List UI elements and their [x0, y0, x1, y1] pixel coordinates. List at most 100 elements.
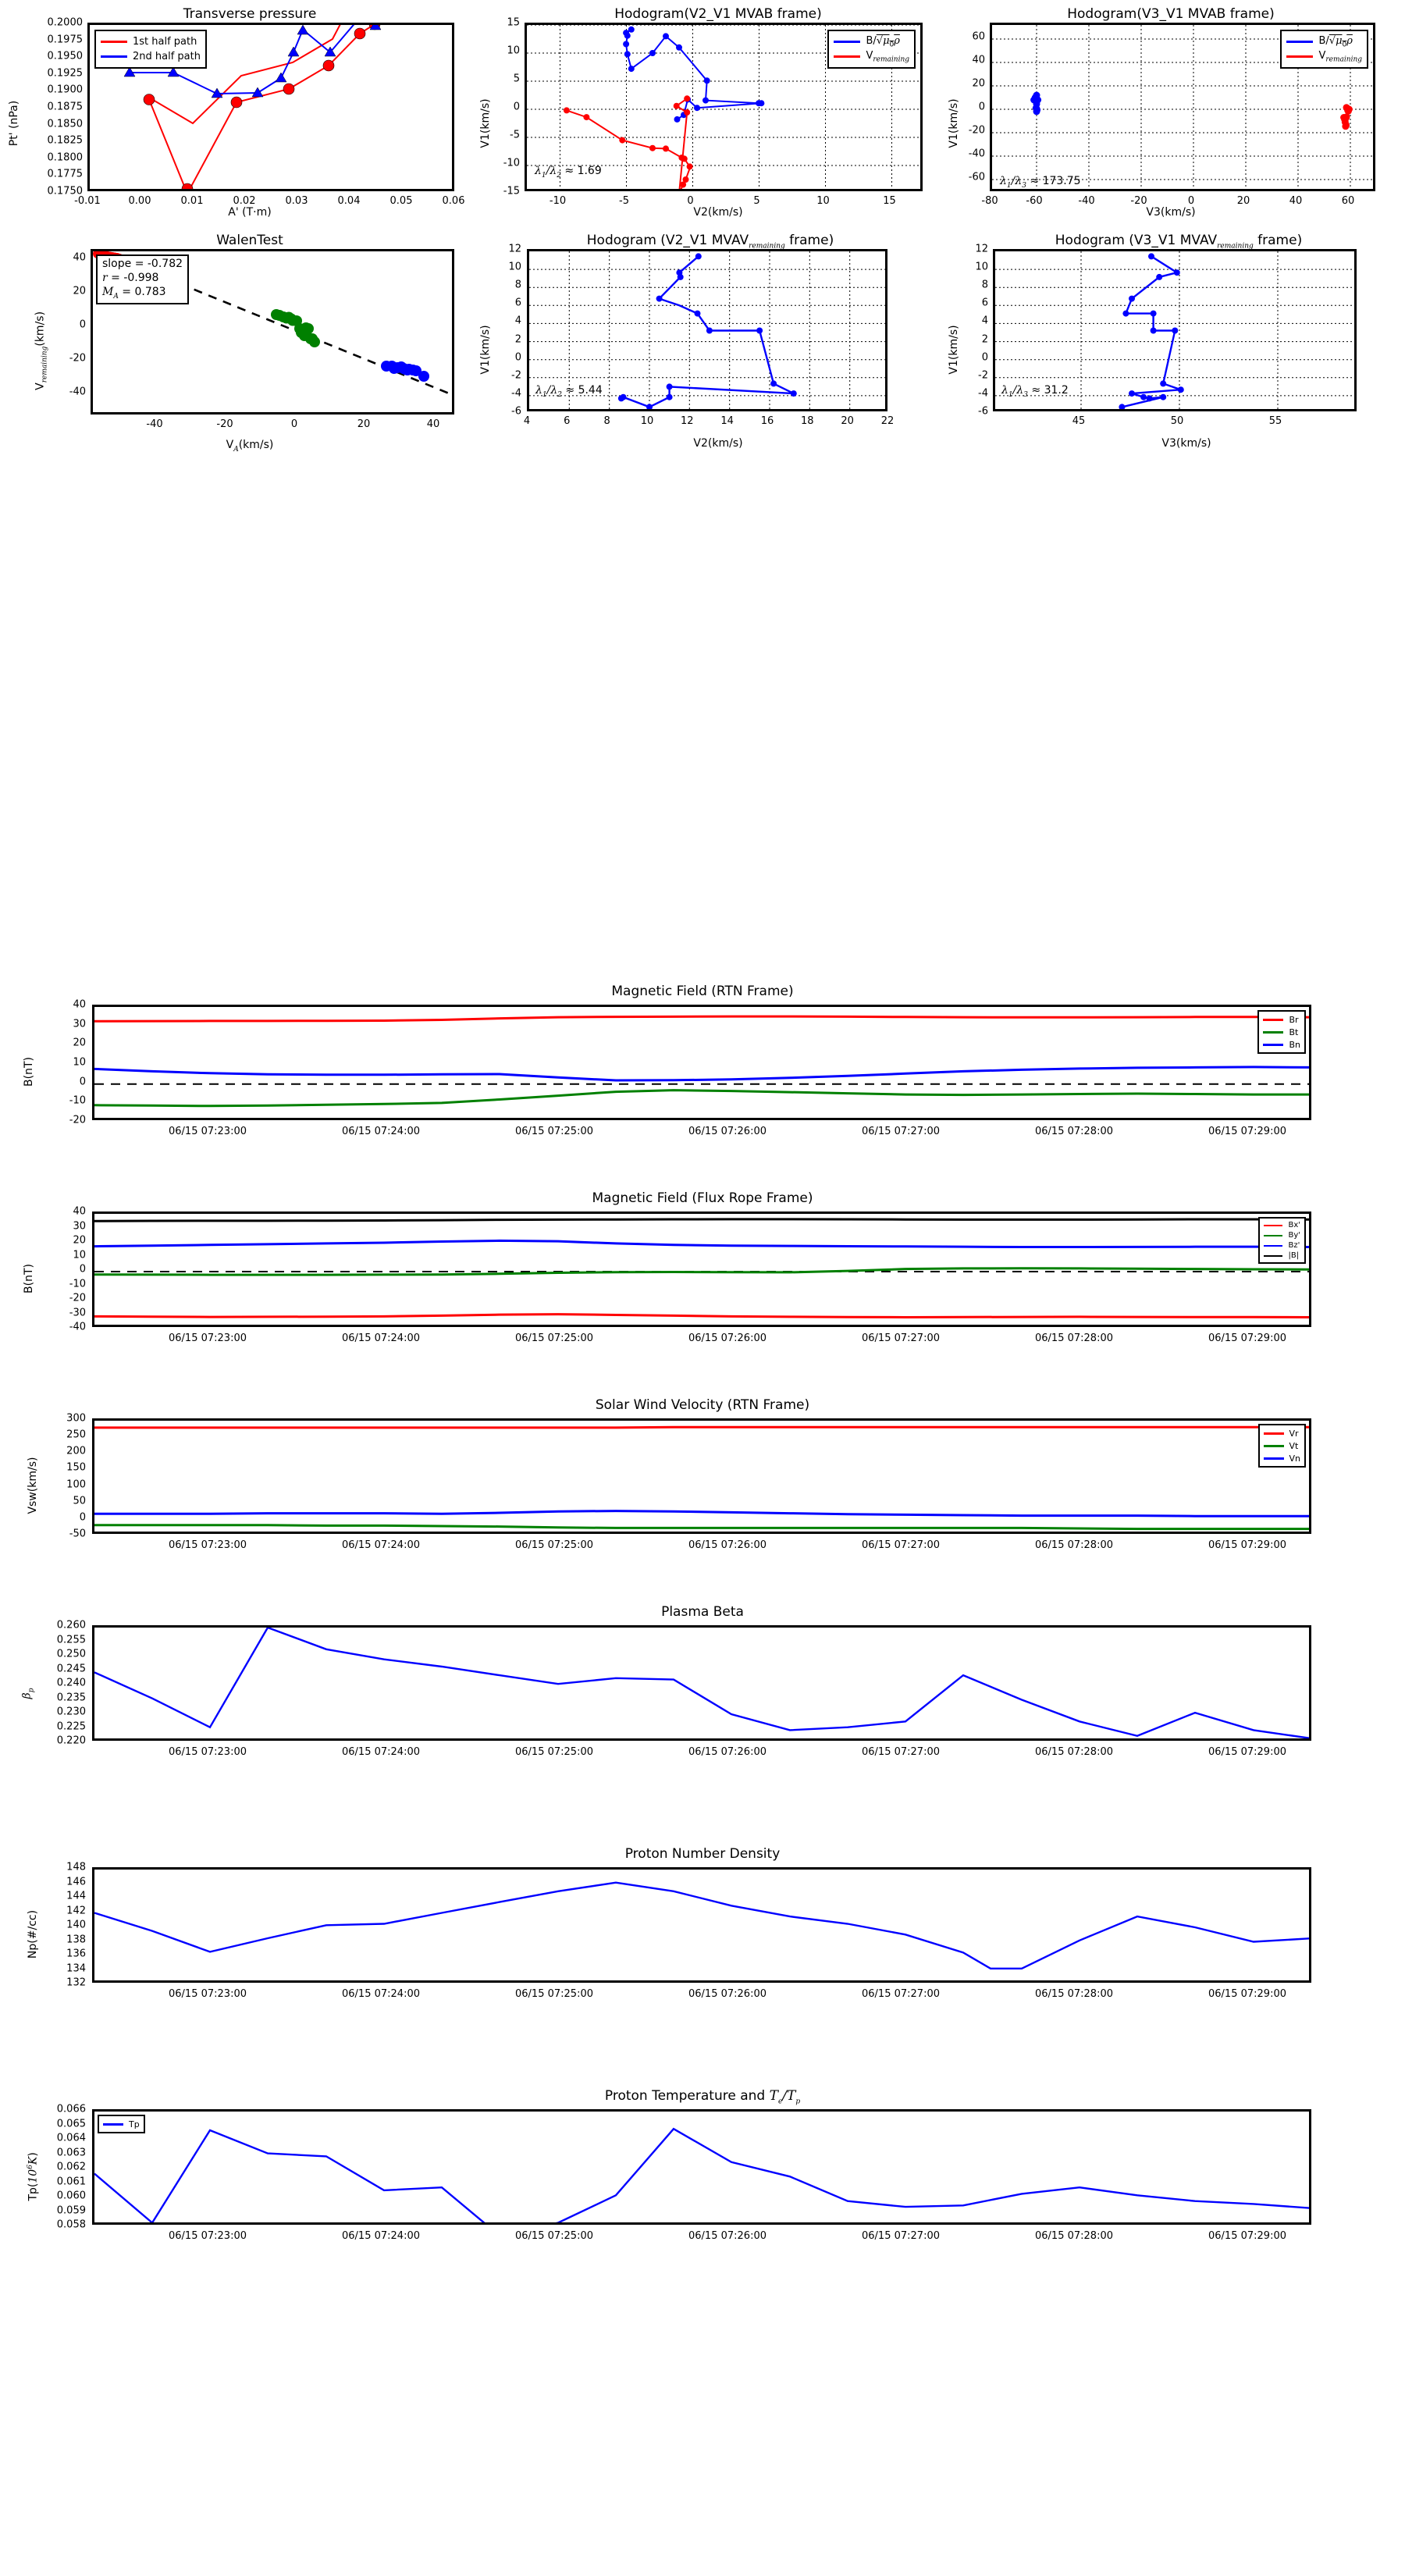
vsw-title: Solar Wind Velocity (RTN Frame)	[595, 1397, 810, 1413]
ytick: 0.065	[56, 2118, 86, 2129]
ytick: 0.060	[56, 2190, 86, 2202]
xtick: 40	[426, 418, 440, 430]
series-beta	[94, 1628, 1309, 1738]
xtick: -60	[1026, 195, 1043, 207]
ytick: 5	[513, 73, 520, 85]
hodogram-v3v1-mvav-annotation: λ1/λ3 ≈ 31.2	[1001, 384, 1069, 399]
b-rtn-plot: Br Bt Bn	[92, 1005, 1311, 1120]
xtick: 06/15 07:28:00	[1035, 1126, 1113, 1137]
walen-test-title: WalenTest	[216, 233, 283, 248]
ytick: 0.225	[56, 1720, 86, 1732]
legend-item-1st-half: 1st half path	[101, 34, 201, 49]
xtick: 10	[816, 195, 830, 207]
series-bz	[94, 1239, 1309, 1249]
legend-swatch-br	[1263, 1018, 1284, 1021]
xtick: 06/15 07:29:00	[1208, 1332, 1286, 1344]
hodogram-v3v1-mvab-annotation: λ1/λ3 ≈ 173.75	[1000, 175, 1081, 190]
series-blue-cluster	[381, 361, 429, 382]
legend-label-v-remaining: Vremaining	[866, 49, 909, 64]
ytick: 142	[66, 1905, 86, 1916]
ytick: 136	[66, 1948, 86, 1960]
xtick: 8	[603, 415, 610, 427]
legend-swatch-red	[1286, 55, 1314, 58]
xtick: 06/15 07:24:00	[342, 1746, 420, 1758]
panel-magnetic-field-rtn: Magnetic Field (RTN Frame) B(nT) Br Bt B…	[0, 976, 1405, 1171]
xtick: 06/15 07:25:00	[515, 2230, 593, 2242]
walen-ma: MA = 0.783	[102, 285, 166, 301]
xtick: 06/15 07:26:00	[688, 1746, 767, 1758]
xtick: 06/15 07:29:00	[1208, 1746, 1286, 1758]
legend-swatch-vt	[1263, 1444, 1284, 1447]
ytick: 0.1925	[47, 67, 84, 80]
b-fluxrope-ylabel: B(nT)	[23, 1264, 35, 1293]
panel-hodogram-v2v1-mvab: Hodogram(V2_V1 MVAB frame) V1(km/s) V2(k…	[468, 0, 937, 219]
ytick: 148	[66, 1861, 86, 1873]
xtick: -20	[1130, 195, 1147, 207]
ytick: -2	[511, 369, 521, 382]
xtick: 06/15 07:27:00	[862, 1332, 940, 1344]
xtick: 06/15 07:26:00	[688, 1988, 767, 2000]
ytick: -20	[69, 1292, 86, 1304]
hodogram-v2v1-mvab-plot: B/√μ0ρ Vremaining λ1/λ2 ≈ 1.69	[525, 23, 923, 191]
ytick: -20	[69, 1114, 86, 1126]
series-vt	[94, 1524, 1309, 1531]
ytick: 0	[79, 318, 86, 331]
xtick: 0.01	[180, 195, 204, 207]
beta-ylabel: βp	[20, 1688, 36, 1699]
ytick: 10	[73, 1056, 86, 1069]
ytick: 6	[981, 297, 988, 309]
xtick: 50	[1170, 415, 1184, 427]
legend-item-b-alfven: B/√μ0ρ	[834, 34, 909, 49]
ytick: 0	[514, 351, 521, 364]
xtick: -10	[549, 195, 567, 207]
hodogram-v3v1-mvav-xlabel: V3(km/s)	[1161, 437, 1211, 450]
series-1st-half-path	[148, 25, 341, 125]
xtick: 06/15 07:25:00	[515, 1126, 593, 1137]
transverse-pressure-ylabel: Pt' (nPa)	[8, 100, 20, 147]
ytick: 40	[73, 1205, 86, 1218]
xtick: 4	[523, 415, 531, 427]
xtick: 6	[564, 415, 571, 427]
xtick: 60	[1341, 195, 1355, 207]
tp-plot: Tp	[92, 2109, 1311, 2225]
xtick: -40	[1078, 195, 1095, 207]
ytick: 144	[66, 1890, 86, 1902]
ytick: 20	[73, 1234, 86, 1247]
ytick: 20	[73, 1037, 86, 1049]
xtick: 0.02	[233, 195, 256, 207]
xtick: 06/15 07:26:00	[688, 2230, 767, 2242]
np-plot	[92, 1867, 1311, 1983]
ytick: 0.1775	[47, 168, 84, 180]
ytick: 8	[981, 279, 988, 291]
panel-solar-wind-velocity: Solar Wind Velocity (RTN Frame) Vsw(km/s…	[0, 1389, 1405, 1585]
ytick: -6	[978, 405, 988, 418]
ytick: 12	[508, 243, 521, 255]
ytick: 0.1850	[47, 118, 84, 130]
legend-swatch-bz	[1264, 1244, 1283, 1247]
xtick: 06/15 07:23:00	[169, 1746, 247, 1758]
series-bx	[94, 1313, 1309, 1318]
legend-label-b-alfven: B/√μ0ρ	[866, 34, 900, 49]
xtick: 06/15 07:28:00	[1035, 1988, 1113, 2000]
legend-swatch-bt	[1263, 1030, 1284, 1034]
xtick: 14	[720, 415, 734, 427]
ytick: 0	[981, 351, 988, 364]
vsw-ylabel: Vsw(km/s)	[27, 1457, 39, 1514]
ytick: 0.066	[56, 2103, 86, 2115]
ytick: -10	[69, 1278, 86, 1290]
panel-plasma-beta: Plasma Beta βp 0.260 0.255 0.250 0.245 0…	[0, 1596, 1405, 1791]
series-tp	[94, 2127, 1309, 2222]
hodogram-v3v1-mvab-xlabel: V3(km/s)	[1146, 206, 1196, 219]
beta-title: Plasma Beta	[661, 1604, 744, 1620]
xtick: 16	[760, 415, 774, 427]
xtick: 06/15 07:24:00	[342, 1988, 420, 2000]
ytick: -4	[511, 387, 521, 400]
ytick: 250	[66, 1429, 86, 1441]
hodogram-v2v1-mvav-annotation: λ1/λ2 ≈ 5.44	[535, 384, 603, 399]
transverse-pressure-plot: 1st half path 2nd half path	[87, 23, 454, 191]
ytick: 60	[972, 30, 985, 43]
ytick: 4	[981, 315, 988, 327]
xtick: 06/15 07:28:00	[1035, 1539, 1113, 1551]
ytick: 0.235	[56, 1692, 86, 1703]
legend-swatch-bx	[1264, 1224, 1283, 1226]
